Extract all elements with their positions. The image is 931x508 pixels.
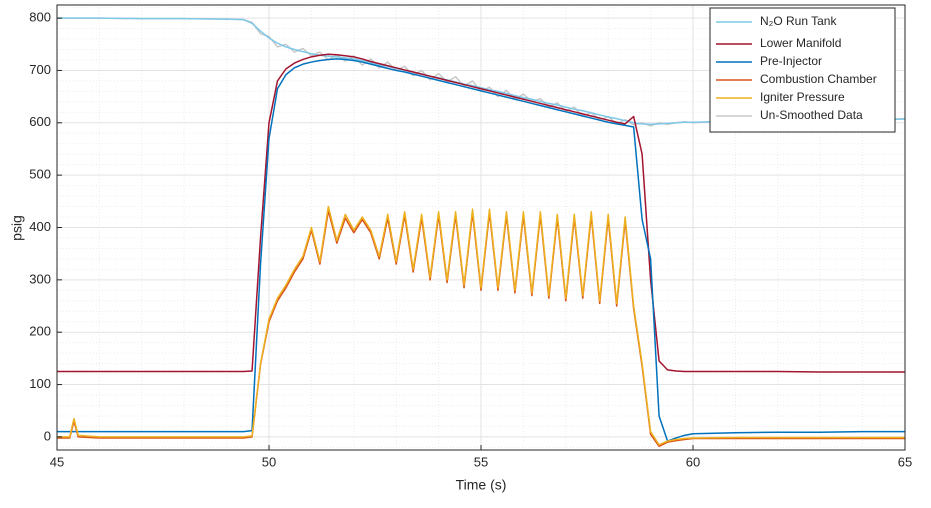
y-axis-label: psig xyxy=(9,215,25,241)
x-tick-label: 60 xyxy=(686,454,700,469)
series-line xyxy=(57,205,905,446)
y-tick-label: 400 xyxy=(29,219,51,234)
y-tick-label: 700 xyxy=(29,62,51,77)
series-line xyxy=(57,17,905,127)
legend-label: Un-Smoothed Data xyxy=(760,108,863,122)
y-tick-label: 200 xyxy=(29,324,51,339)
legend-label: Igniter Pressure xyxy=(760,90,845,104)
x-tick-label: 45 xyxy=(50,454,64,469)
grid xyxy=(56,5,906,450)
legend: N₂O Run Tank Lower Manifold Pre-Injector Co… xyxy=(709,7,896,133)
y-tick-label: 100 xyxy=(29,376,51,391)
y-tick-label: 500 xyxy=(29,167,51,182)
legend-box xyxy=(709,7,896,133)
y-tick-label: 300 xyxy=(29,271,51,286)
series-lines xyxy=(57,17,905,448)
x-tick-label: 65 xyxy=(898,454,912,469)
y-tick-label: 800 xyxy=(29,10,51,25)
legend-label: N₂O Run Tank xyxy=(760,14,837,28)
legend-label: Combustion Chamber xyxy=(760,72,877,86)
legend-label: Lower Manifold xyxy=(760,36,841,50)
series-line xyxy=(57,58,905,442)
x-axis-label: Time (s) xyxy=(456,477,507,493)
y-tick-label: 600 xyxy=(29,114,51,129)
x-tick-label: 55 xyxy=(474,454,488,469)
legend-label: Pre-Injector xyxy=(760,54,822,68)
y-tick-label: 0 xyxy=(44,428,51,443)
x-tick-label: 50 xyxy=(262,454,276,469)
series-line xyxy=(57,53,905,373)
